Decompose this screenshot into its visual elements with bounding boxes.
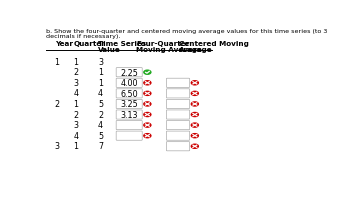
Text: Centered Moving: Centered Moving <box>179 41 249 47</box>
Circle shape <box>191 92 198 96</box>
Text: 1: 1 <box>74 58 79 67</box>
Text: 1: 1 <box>98 79 103 88</box>
Circle shape <box>191 81 198 85</box>
Circle shape <box>191 123 198 128</box>
FancyBboxPatch shape <box>116 121 142 130</box>
FancyBboxPatch shape <box>166 89 190 99</box>
Text: 5: 5 <box>98 131 103 140</box>
Text: 2: 2 <box>55 100 60 109</box>
Text: 2.25: 2.25 <box>120 68 138 77</box>
Text: Four-Quarter: Four-Quarter <box>136 41 189 47</box>
Text: 3: 3 <box>74 79 79 88</box>
FancyBboxPatch shape <box>116 79 142 88</box>
Circle shape <box>191 144 198 149</box>
FancyBboxPatch shape <box>166 100 190 109</box>
Text: 3.25: 3.25 <box>120 100 138 109</box>
Text: 4: 4 <box>74 89 79 98</box>
Text: 1: 1 <box>55 58 60 67</box>
FancyBboxPatch shape <box>166 79 190 88</box>
Text: 2: 2 <box>74 110 79 119</box>
Text: b. Show the four-quarter and centered moving average values for this time series: b. Show the four-quarter and centered mo… <box>47 28 328 39</box>
Text: 5: 5 <box>98 100 103 109</box>
Circle shape <box>144 102 151 106</box>
Circle shape <box>144 71 151 75</box>
FancyBboxPatch shape <box>166 131 190 141</box>
Circle shape <box>191 113 198 117</box>
Text: 3: 3 <box>74 121 79 130</box>
Text: 2: 2 <box>98 110 103 119</box>
Text: Quarter: Quarter <box>74 41 105 47</box>
Circle shape <box>144 92 151 96</box>
Text: 7: 7 <box>98 142 103 151</box>
Circle shape <box>191 134 198 138</box>
Text: 6.50: 6.50 <box>120 89 138 98</box>
FancyBboxPatch shape <box>166 121 190 130</box>
Text: Year: Year <box>55 41 72 47</box>
Text: 2: 2 <box>74 68 79 77</box>
Circle shape <box>144 123 151 128</box>
Circle shape <box>191 102 198 106</box>
Text: 3: 3 <box>55 142 60 151</box>
FancyBboxPatch shape <box>116 89 142 99</box>
FancyBboxPatch shape <box>116 131 142 141</box>
FancyBboxPatch shape <box>116 100 142 109</box>
Text: 4: 4 <box>98 121 103 130</box>
Circle shape <box>144 81 151 85</box>
Text: Moving Average: Moving Average <box>136 47 202 53</box>
Text: 3: 3 <box>98 58 103 67</box>
Text: 4: 4 <box>98 89 103 98</box>
FancyBboxPatch shape <box>116 110 142 120</box>
Text: 4: 4 <box>74 131 79 140</box>
FancyBboxPatch shape <box>166 110 190 120</box>
Circle shape <box>144 134 151 138</box>
Text: Average: Average <box>179 47 213 53</box>
Text: 1: 1 <box>74 142 79 151</box>
Text: Time Series: Time Series <box>98 41 146 47</box>
Text: 1: 1 <box>74 100 79 109</box>
FancyBboxPatch shape <box>166 142 190 151</box>
FancyBboxPatch shape <box>116 68 142 77</box>
Text: Value: Value <box>98 47 121 53</box>
Text: 4.00: 4.00 <box>120 79 138 88</box>
Text: 3.13: 3.13 <box>120 111 138 119</box>
Text: 1: 1 <box>98 68 103 77</box>
Circle shape <box>144 113 151 117</box>
